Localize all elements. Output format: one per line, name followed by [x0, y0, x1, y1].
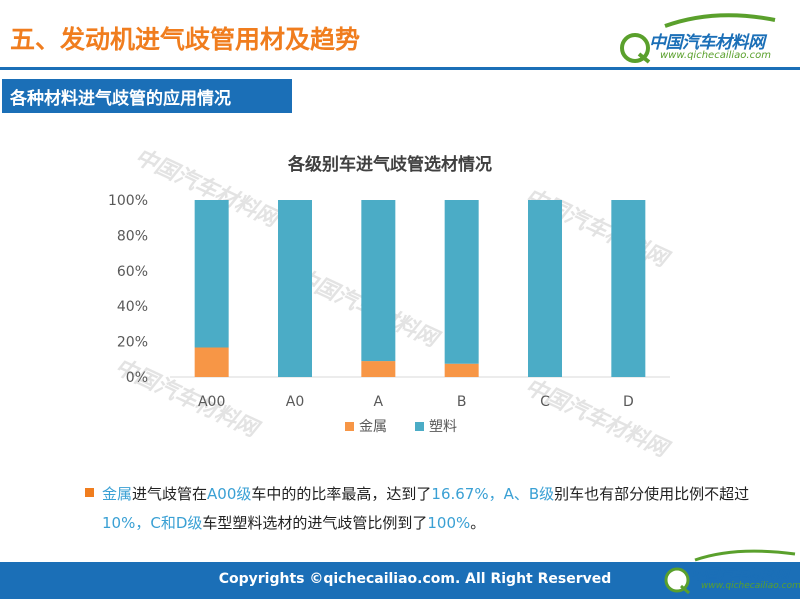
- summary-part: 别车也有部分使: [554, 485, 660, 503]
- bar-plastic-a0: [278, 200, 312, 377]
- summary-part: 进气歧管在: [132, 485, 208, 503]
- legend-label-1: 塑料: [429, 419, 457, 435]
- bar-metal-b: [444, 363, 479, 377]
- summary-part: 用比例不超过: [659, 485, 750, 503]
- y-tick-label: 60%: [117, 264, 148, 280]
- summary-text: 金属进气歧管在A00级车中的的比率最高，达到了16.67%，A、B级别车也有部分…: [80, 480, 760, 538]
- chart-container: 各级别车进气歧管选材情况 0% 20% 40% 60% 80% 100% A00 A0 A B C D…: [90, 140, 680, 460]
- page-title: 五、发动机进气歧管用材及趋势: [10, 25, 361, 54]
- chart-title: 各级别车进气歧管选材情况: [288, 155, 492, 175]
- brand-logo: 中国汽车材料网 www.qichecailiao.com: [605, 10, 795, 70]
- y-tick-label: 20%: [117, 335, 148, 351]
- footer-logo-url: www.qichecailiao.com: [701, 581, 800, 591]
- summary-part: 100%: [427, 514, 471, 532]
- legend-label-0: 金属: [359, 419, 387, 435]
- x-tick-label: A00: [198, 394, 225, 410]
- title-underline: [0, 67, 800, 70]
- section-header: 各种材料进气歧管的应用情况: [2, 79, 292, 113]
- legend-swatch-1: [415, 422, 424, 431]
- x-tick-label: A0: [286, 394, 304, 410]
- summary-paragraph: 金属进气歧管在A00级车中的的比率最高，达到了16.67%，A、B级别车也有部分…: [80, 480, 760, 538]
- logo-text: 中国汽车材料网: [649, 33, 765, 53]
- summary-part: 10%，C和D级: [102, 514, 203, 532]
- summary-part: 16.67%，A、B级: [431, 485, 555, 503]
- copyright-text: Copyrights ©qichecailiao.com. All Right …: [218, 571, 612, 587]
- x-tick-label: B: [457, 394, 467, 410]
- bar-plastic-a: [361, 200, 396, 362]
- bar-metal-a00: [194, 347, 229, 377]
- x-tick-label: A: [374, 394, 384, 410]
- footer-logo: 中国汽车材料网 www.qichecailiao.com: [655, 546, 800, 599]
- footer-bar: Copyrights ©qichecailiao.com. All Right …: [0, 562, 800, 599]
- footer-logo-text: 中国汽车材料网: [691, 567, 789, 583]
- legend-swatch-0: [345, 422, 354, 431]
- stacked-bar-chart: 0% 20% 40% 60% 80% 100% A00 A0 A B C D 金属 塑料: [108, 193, 670, 435]
- summary-part: 。: [470, 514, 486, 532]
- summary-part: A00级: [207, 485, 252, 503]
- summary-part: 车中的的比率最高，达到了: [251, 485, 432, 503]
- y-tick-label: 0%: [126, 370, 148, 386]
- bar-plastic-a00: [194, 200, 229, 348]
- bullet-icon: [85, 488, 94, 497]
- y-tick-label: 80%: [117, 228, 148, 244]
- bar-plastic-b: [444, 200, 479, 364]
- logo-url: www.qichecailiao.com: [660, 50, 771, 61]
- summary-part: 金属: [102, 485, 133, 503]
- bar-plastic-d: [611, 200, 646, 377]
- logo-swoosh-icon: [620, 13, 776, 64]
- bar-metal-a: [361, 361, 396, 377]
- bar-plastic-c: [528, 200, 562, 377]
- y-tick-label: 100%: [108, 193, 148, 209]
- summary-part: 车型塑料选材的进气歧管比例到了: [202, 514, 428, 532]
- x-tick-label: D: [623, 394, 634, 410]
- y-tick-label: 40%: [117, 299, 148, 315]
- x-tick-label: C: [540, 394, 550, 410]
- header-bar: 五、发动机进气歧管用材及趋势 中国汽车材料网 www.qichecailiao.…: [0, 0, 800, 70]
- footer-logo-swoosh-icon: [664, 549, 796, 595]
- section-title: 各种材料进气歧管的应用情况: [10, 89, 231, 109]
